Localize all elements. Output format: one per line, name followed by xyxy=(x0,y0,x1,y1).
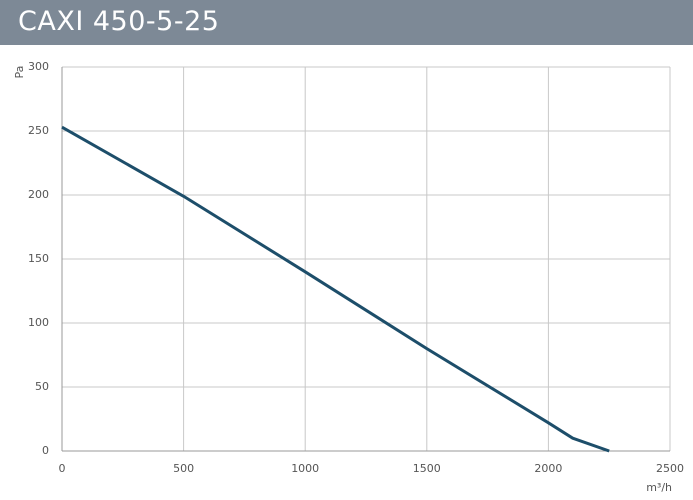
x-tick-label: 2500 xyxy=(656,462,684,475)
curve xyxy=(61,125,610,453)
x-tick-label: 2000 xyxy=(534,462,562,475)
y-tick-label: 250 xyxy=(28,124,49,137)
y-axis-label: Pa xyxy=(13,66,26,79)
x-tick-label: 0 xyxy=(59,462,66,475)
y-tick-label: 50 xyxy=(35,380,49,393)
y-tick-label: 100 xyxy=(28,316,49,329)
y-tick-label: 150 xyxy=(28,252,49,265)
x-tick-label: 500 xyxy=(173,462,194,475)
y-tick-label: 0 xyxy=(42,444,49,457)
header-bar: CAXI 450-5-25 xyxy=(0,0,693,45)
chart-title: CAXI 450-5-25 xyxy=(18,6,220,37)
x-tick-label: 1500 xyxy=(413,462,441,475)
x-tick-label: 1000 xyxy=(291,462,319,475)
x-axis-label: m³/h xyxy=(646,481,672,494)
y-tick-label: 300 xyxy=(28,60,49,73)
y-tick-label: 200 xyxy=(28,188,49,201)
